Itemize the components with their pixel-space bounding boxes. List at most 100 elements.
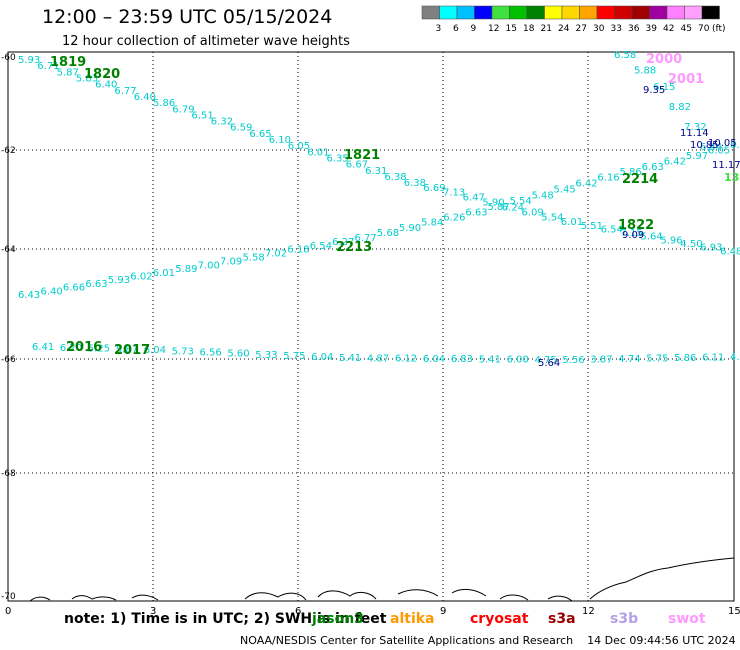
hour-label: 2017 <box>114 343 150 358</box>
wave-height-value: 6.24 <box>502 203 524 214</box>
legend-tick: 42 <box>663 24 674 34</box>
legend-tick: 24 <box>558 24 570 34</box>
grid-horizontal <box>8 149 734 474</box>
wave-height-value: 7.09 <box>220 257 242 268</box>
legend-labels: 3 6 9 12 15 18 21 24 27 30 33 36 39 42 45 70 <box>436 24 710 34</box>
wave-height-value: 5.93 <box>18 55 40 66</box>
wave-height-value: 5.88 <box>634 66 656 77</box>
wave-height-value: 4.87 <box>367 353 389 364</box>
wave-height-value: 5.84 <box>421 218 443 229</box>
satellite-altika: altika <box>390 611 435 627</box>
wave-height-value: 6.59 <box>230 123 252 134</box>
wave-height-value: 6.56 <box>200 348 222 359</box>
wave-height-value: 10.05 <box>708 138 737 149</box>
wave-height-value: 5.41 <box>479 354 501 365</box>
wave-height-value: 6.10 <box>269 135 291 146</box>
x-tick: 15 <box>728 606 740 617</box>
color-legend <box>421 5 720 20</box>
wave-height-value: 5.51 <box>581 221 603 232</box>
hour-label: 2016 <box>66 340 102 355</box>
legend-tick: 12 <box>488 24 499 34</box>
wave-height-labels: 5.936.715.875.836.406.776.405.866.796.51… <box>18 50 740 369</box>
wave-height-value: 6.10 <box>730 140 740 151</box>
wave-height-value: 6.63 <box>465 207 487 218</box>
wave-height-value: 5.58 <box>243 253 265 264</box>
wave-height-value: 6.18 <box>287 245 309 256</box>
wave-height-value: 6.35 <box>327 154 349 165</box>
wave-height-value: 6.77 <box>114 86 136 97</box>
y-axis-labels: -60 -62 -64 -66 -68 -70 <box>1 53 16 602</box>
legend-tick: 45 <box>681 24 692 34</box>
legend-tick: 70 <box>698 24 710 34</box>
legend-swatch <box>631 5 650 20</box>
wave-height-value: 6.15 <box>653 82 675 93</box>
y-tick: -60 <box>1 53 16 63</box>
wave-height-value: 5.97 <box>686 151 708 162</box>
wave-height-value: 5.87 <box>57 67 79 78</box>
wave-height-value: 5.68 <box>377 228 399 239</box>
wave-height-value: 7.15 <box>621 228 643 239</box>
wave-height-value: 7.32 <box>684 122 706 133</box>
wave-height-value: 6.47 <box>463 193 485 204</box>
wave-height-value: 6.40 <box>134 92 156 103</box>
legend-tick: 3 <box>436 24 442 34</box>
satellite-s3a: s3a <box>548 611 576 627</box>
wave-height-value: 6.83 <box>451 354 473 365</box>
legend-swatch <box>596 5 615 20</box>
hour-label: 1819 <box>50 55 86 70</box>
wave-height-value: 6.01 <box>153 268 175 279</box>
map-title: 12:00 – 23:59 UTC 05/15/2024 <box>42 6 333 28</box>
wave-height-value: 5.33 <box>255 350 277 361</box>
wave-height-value: 6.02 <box>130 272 152 283</box>
wave-height-value: 5.93 <box>108 275 130 286</box>
wave-height-value: 5.73 <box>172 346 194 357</box>
wave-height-value: 6.09 <box>522 207 544 218</box>
legend-swatch <box>509 5 528 20</box>
y-tick: -68 <box>1 469 16 479</box>
hour-label: 1821 <box>344 148 380 163</box>
legend-unit: (ft) <box>712 24 726 34</box>
legend-tick: 6 <box>453 24 459 34</box>
wave-height-value: 6.43 <box>18 290 40 301</box>
y-tick: -62 <box>1 146 16 156</box>
legend-swatch <box>526 5 545 20</box>
wave-height-value: 6.20 <box>60 343 82 354</box>
track-hour-labels: 1819 1820 1821 2213 2214 1822 2016 2017 … <box>50 52 739 358</box>
wave-height-value: 10.85 <box>690 140 719 151</box>
wave-height-value: 5.64 <box>538 358 560 369</box>
wave-height-value: 6.32 <box>211 117 233 128</box>
wave-height-value: 5.45 <box>554 184 576 195</box>
wave-height-value: 6.38 <box>404 178 426 189</box>
wave-height-value: 6.54 <box>310 241 332 252</box>
legend-tick: 15 <box>506 24 517 34</box>
wave-height-value: 4.74 <box>618 354 640 365</box>
legend-tick: 18 <box>523 24 535 34</box>
wave-height-value: 6.11 <box>702 353 724 364</box>
wave-height-value: 5.87 <box>488 202 510 213</box>
wave-height-value: 6.12 <box>395 354 417 365</box>
x-tick: 9 <box>440 606 446 617</box>
hour-label: 1820 <box>84 67 120 82</box>
wave-height-value: 4.87 <box>730 352 740 363</box>
wave-height-value: 6.01 <box>307 147 329 158</box>
x-tick: 12 <box>582 606 595 617</box>
legend-tick: 33 <box>611 24 622 34</box>
wave-height-value: 3.87 <box>590 355 612 366</box>
wave-height-value: 6.69 <box>423 183 445 194</box>
legend-swatch <box>456 5 475 20</box>
legend-swatch <box>439 5 458 20</box>
wave-height-value: 6.63 <box>642 162 664 173</box>
wave-height-value: 6.77 <box>355 233 377 244</box>
wave-height-value: 6.31 <box>365 166 387 177</box>
wave-height-value: 7.02 <box>265 249 287 260</box>
y-tick: -66 <box>1 355 16 365</box>
wave-height-value: 5.89 <box>175 264 197 275</box>
wave-height-value: 6.93 <box>700 243 722 254</box>
y-tick: -70 <box>1 592 16 602</box>
legend-swatch <box>544 5 563 20</box>
wave-height-value: 11.14 <box>680 128 709 139</box>
wave-height-value: 6.65 <box>249 129 271 140</box>
hour-label: 2001 <box>668 72 704 87</box>
wave-height-value: 7.00 <box>198 260 220 271</box>
